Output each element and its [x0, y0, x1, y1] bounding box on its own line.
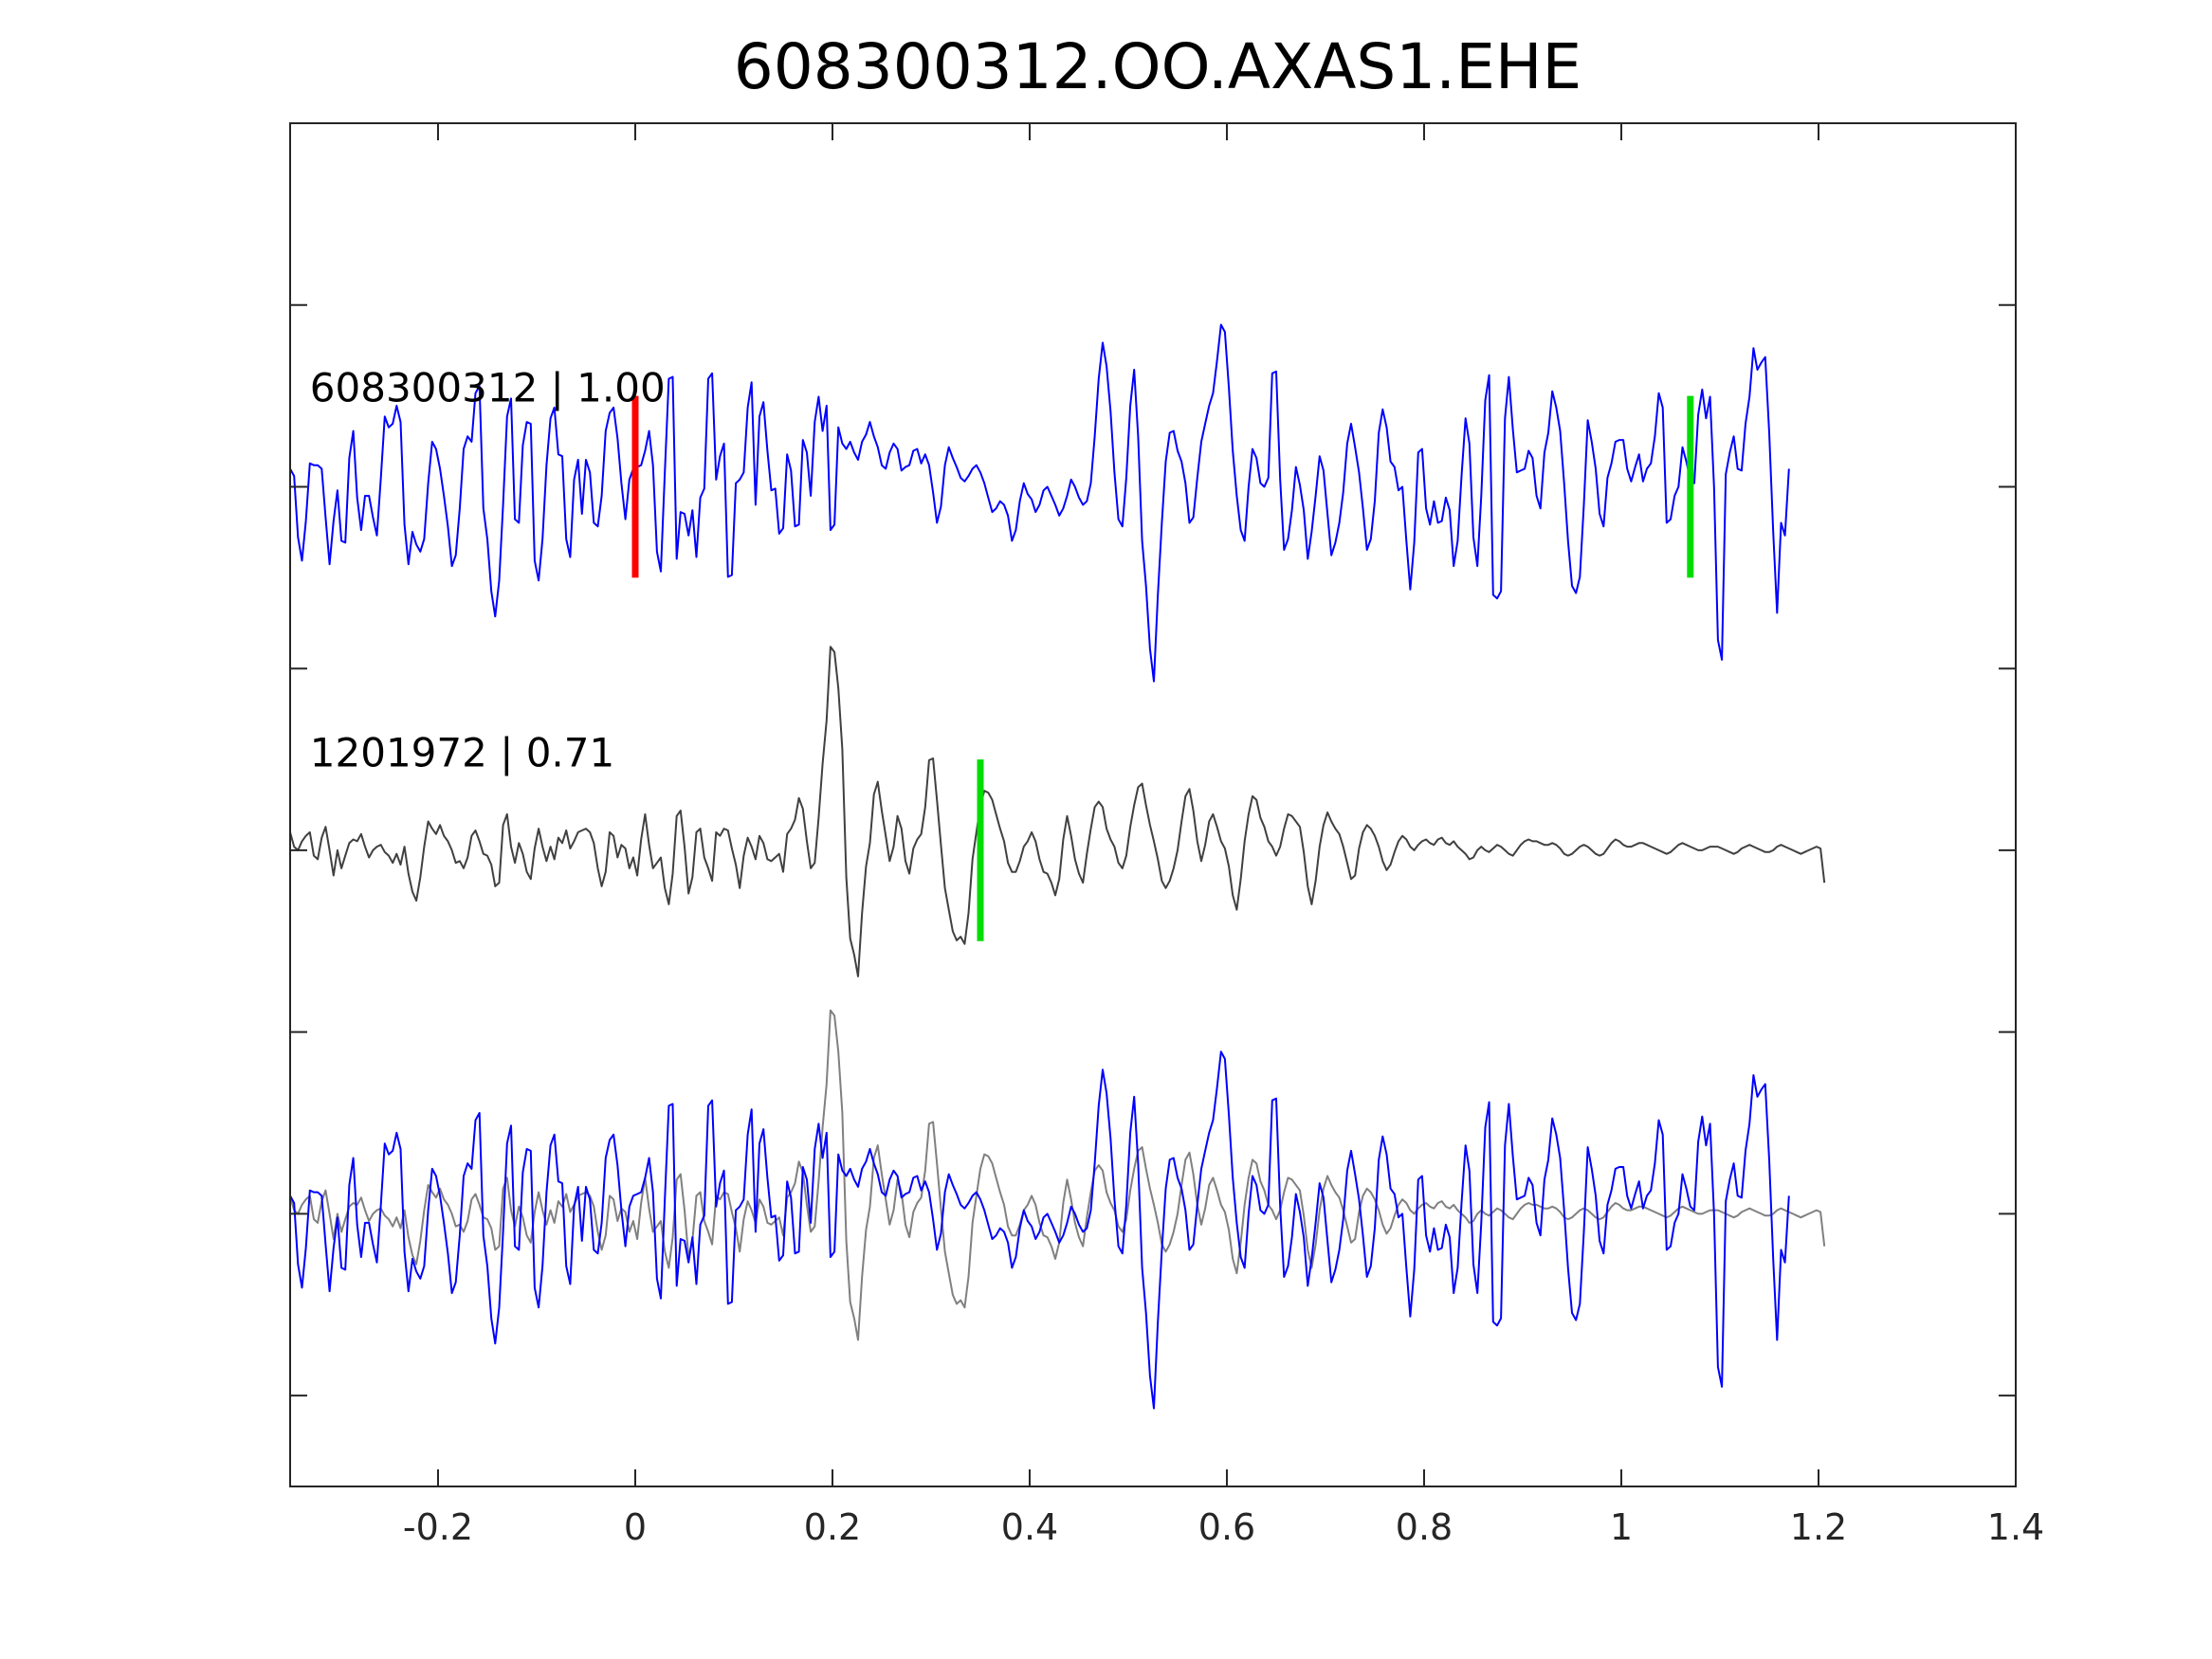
x-tick-label: 0.2	[804, 1506, 861, 1548]
x-tick-label: 1.2	[1790, 1506, 1847, 1548]
x-tick-label: -0.2	[403, 1506, 473, 1548]
template-trace	[290, 323, 1790, 683]
axes-box	[289, 122, 2017, 1487]
match-trace	[290, 646, 1826, 977]
x-tick-label: 1.4	[1987, 1506, 2044, 1548]
trace-label-0: 608300312 | 1.00	[310, 364, 666, 410]
x-tick-label: 0	[624, 1506, 647, 1548]
x-tick-label: 0.4	[1001, 1506, 1058, 1548]
x-tick-label: 0.8	[1396, 1506, 1453, 1548]
trace-label-1: 1201972 | 0.71	[310, 730, 614, 776]
x-tick-label: 1	[1610, 1506, 1633, 1548]
overlay-template-trace	[290, 1050, 1790, 1410]
overlay-match-trace	[290, 1009, 1826, 1341]
x-tick-label: 0.6	[1198, 1506, 1255, 1548]
axes: -0.2 0 0.2 0.4 0.6 0.8 1 1.2 1.4	[289, 122, 2044, 1548]
plot-area: 608300312 | 1.00 1201972 | 0.71	[290, 323, 1826, 1410]
chart-title: 608300312.OO.AXAS1.EHE	[734, 30, 1582, 103]
